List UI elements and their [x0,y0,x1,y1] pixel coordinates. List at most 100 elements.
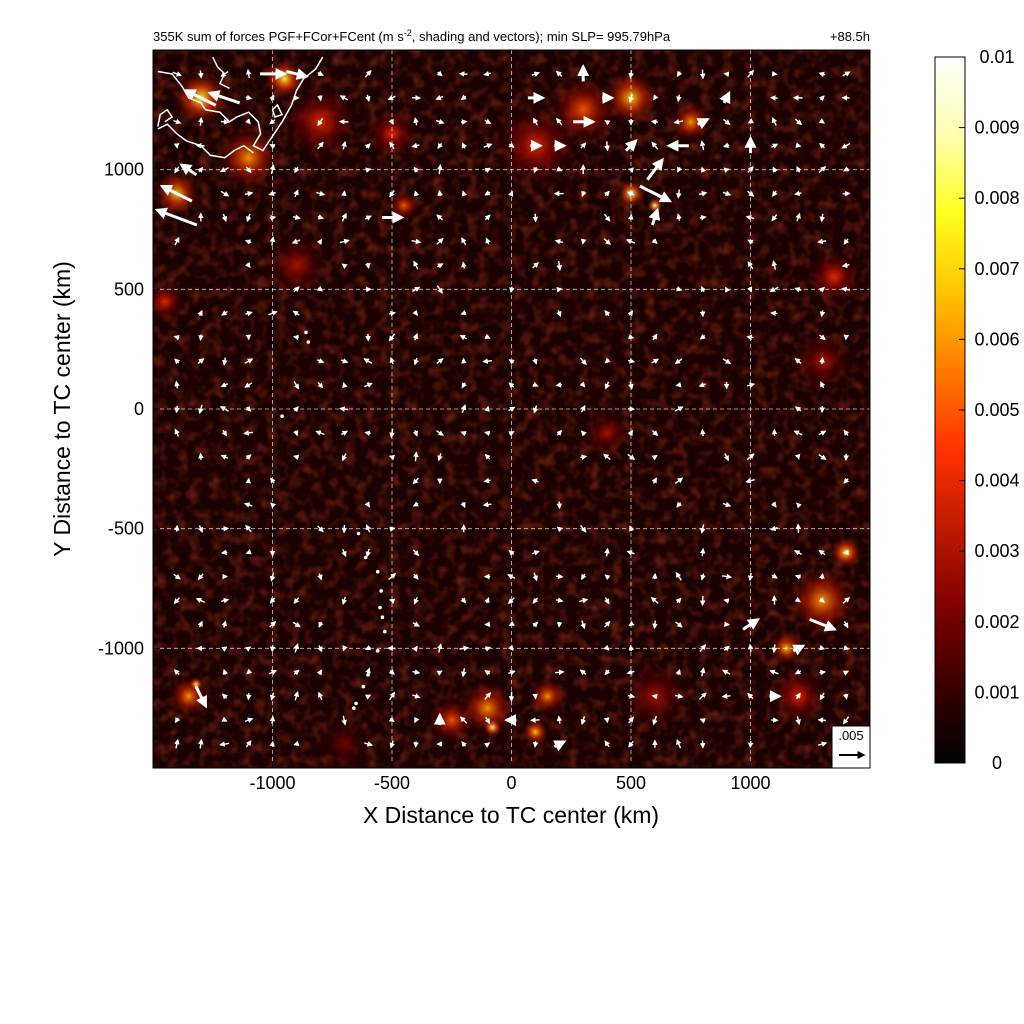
force-vector-small [317,141,324,150]
force-vector-small [244,717,254,723]
force-vector-small [556,715,563,724]
force-vector-small [269,621,277,628]
force-vector-small [243,430,254,436]
force-vector-small [628,716,635,724]
x-tick-label: -500 [374,773,410,793]
force-vectors [154,64,851,752]
force-vector-small [220,454,229,460]
force-vector-small [412,333,419,341]
force-vector [154,207,198,227]
force-vector-small [675,693,684,699]
force-vector-small [580,430,587,437]
force-vector-small [653,94,659,101]
force-vector-small [220,382,229,388]
force-vector [648,207,661,226]
force-vector-small [651,693,658,700]
x-axis-ticks: -1000 -500 0 500 1000 [249,762,771,793]
force-vector [742,618,760,631]
force-vector-small [461,741,467,748]
force-vector-small [842,670,850,676]
colorbar-tick-label: 0.001 [974,682,1019,702]
force-vector-small [747,692,754,700]
force-vector-small [220,549,228,556]
shading-hotspot [188,677,204,692]
force-vector-small [219,406,229,412]
force-vector-small [795,716,801,726]
force-vector-small [172,71,183,77]
force-vector-small [817,717,826,723]
y-axis-ticks: -1000 -500 0 500 1000 [98,160,159,658]
force-vector-small [820,381,826,389]
force-vector-small [580,454,588,460]
island [375,569,380,574]
force-vector-small [484,716,491,725]
force-vector-small [508,620,515,627]
shading-hotspot [805,248,863,307]
force-vector-small [819,572,825,580]
force-vector-small [794,406,802,412]
force-vector-small [722,190,732,197]
force-vector-small [245,166,252,174]
force-vector-small [389,598,396,604]
force-vector [639,184,673,203]
island [379,589,384,593]
force-vector-small [317,691,324,700]
force-vector-small [531,478,539,484]
force-vector-small [245,549,252,555]
force-vector-small [698,692,707,700]
force-vector-small [293,643,300,653]
force-vector-small [173,335,180,341]
force-vector-small [676,70,683,78]
force-vector-small [292,334,299,341]
shading-hotspot [583,409,631,457]
force-vector-small [652,715,658,726]
force-vector-small [388,118,394,126]
force-vector-small [222,668,228,675]
force-vector-small [244,358,254,364]
island [361,684,366,689]
force-vector-small [604,740,610,748]
force-vector-small [532,741,539,748]
x-axis-label: X Distance to TC center (km) [363,802,659,828]
force-vector-small [219,741,230,747]
force-vector-small [412,286,421,293]
force-vector-small [770,310,778,317]
colorbar-tick-label: 0.008 [974,188,1019,208]
force-vector-small [460,597,467,604]
force-vector-small [818,95,825,102]
force-vector-small [795,142,802,148]
colorbar-tick-label: 0.005 [974,400,1019,420]
force-vector-small [363,358,373,364]
force-vector-small [459,716,468,724]
force-vector-small [198,738,204,749]
island [356,531,361,536]
force-vector [194,685,208,709]
force-vector-small [698,191,708,197]
force-vector-small [437,189,443,197]
force-vector-small [769,286,779,293]
force-vector-small [699,215,707,221]
force-vector-small [389,356,396,365]
force-vector [719,90,731,105]
force-vector-small [269,715,276,724]
force-vector-small [794,669,802,675]
force-vector-small [341,548,347,558]
force-vector-small [317,381,324,389]
force-vector-small [460,309,467,316]
force-vector-small [365,667,371,677]
y-tick-label: -500 [108,519,144,539]
force-vector-small [508,359,515,365]
force-vector-small [794,574,802,580]
force-vector-small [508,382,515,389]
force-vector-small [364,741,373,747]
force-vector-small [674,358,683,365]
force-vector-small [580,524,587,533]
force-vector-small [794,596,801,603]
time-label: +88.5h [830,29,870,44]
force-vector-small [674,477,684,484]
force-vector-small [818,549,826,556]
force-vector-small [388,572,397,581]
force-vector-small [627,167,634,173]
force-vector-small [365,548,371,558]
